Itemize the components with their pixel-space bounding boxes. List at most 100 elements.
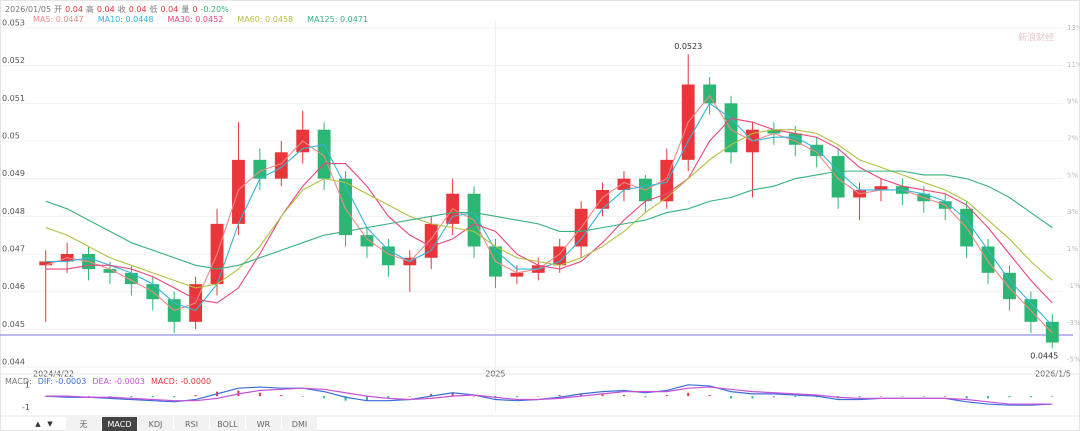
tab-bg[interactable] [102, 417, 137, 431]
macd-bar [922, 396, 925, 397]
macd-bar [430, 393, 433, 397]
macd-bar [408, 396, 411, 397]
y-tick-label: 0.045 [2, 320, 25, 329]
y2-tick-label: 11% [1067, 61, 1080, 69]
macd-bar [987, 396, 990, 399]
info-item: -0.20% [200, 5, 229, 14]
tab[interactable]: KDJ [149, 420, 163, 429]
max-label: 0.0523 [674, 42, 702, 51]
info-item: 低 [150, 4, 158, 14]
y-tick-label: 0.044 [2, 358, 25, 367]
macd-bar [665, 395, 668, 397]
candle-body [124, 272, 138, 285]
info-item: 开 [54, 5, 62, 14]
candle-body [767, 129, 781, 134]
tab-bg[interactable] [246, 417, 281, 431]
macd-bar [173, 396, 176, 398]
ma-line [45, 117, 1053, 304]
macd-bar [730, 396, 733, 399]
candle-body [1045, 321, 1059, 343]
candle-body [274, 152, 288, 179]
y-tick-label: 0.053 [2, 19, 25, 28]
macd-bar [301, 396, 304, 397]
macd-bar [537, 396, 540, 397]
tab[interactable]: DMI [292, 420, 307, 429]
tab[interactable]: 无 [80, 420, 88, 429]
macd-legend-entry: DIF: -0.0003 [38, 377, 87, 386]
macd-tick-label: -1 [22, 403, 30, 412]
macd-bar [687, 392, 690, 397]
macd-bar [194, 395, 197, 397]
y-tick-label: 0.05 [2, 132, 20, 141]
macd-bar [473, 396, 476, 397]
macd-bar [794, 396, 797, 398]
legend-entry: MA10: 0.0448 [98, 15, 154, 24]
macd-bar [1029, 396, 1032, 398]
macd-bar [622, 395, 625, 397]
y2-tick-label: 3% [1067, 208, 1078, 216]
macd-bar [151, 396, 154, 398]
y2-tick-label: -1% [1067, 282, 1080, 290]
macd-bar [965, 396, 968, 399]
tab[interactable]: RSI [185, 420, 198, 429]
y2-tick-label: 5% [1067, 171, 1078, 179]
info-item: 高 [86, 4, 94, 14]
legend-entry: MA125: 0.0471 [307, 15, 368, 24]
macd-bar [901, 396, 904, 397]
info-line: 2026/01/05 开 0.04 高 0.04 收 0.04 低 0.04 量 0 -0.20% [5, 4, 229, 14]
macd-bar [644, 396, 647, 398]
macd-bar [772, 396, 775, 398]
candle-body [874, 186, 888, 190]
y-tick-label: 0.046 [2, 282, 25, 291]
macd-legend: MACD: DIF: -0.0003 DEA: -0.0003 MACD: -0.00… [5, 377, 211, 386]
candle-body [39, 261, 53, 266]
info-item: 0 [192, 5, 197, 14]
legend-entry: MA30: 0.0452 [168, 15, 224, 24]
y2-tick-label: -5% [1067, 356, 1080, 364]
ma-line [45, 129, 1053, 289]
candle-body [424, 223, 438, 258]
macd-bar [87, 396, 90, 397]
y2-tick-label: -3% [1067, 319, 1080, 327]
macd-bar [558, 395, 561, 397]
macd-bar [944, 396, 947, 397]
legend: MA5: 0.0447 MA10: 0.0448 MA30: 0.0452 MA60:… [33, 15, 368, 24]
macd-bar [344, 396, 347, 401]
tab[interactable]: WR [257, 420, 271, 429]
y2-tick-label: 9% [1067, 98, 1078, 106]
tab-bg[interactable] [174, 417, 209, 431]
legend-entry: MA60: 0.0458 [237, 15, 293, 24]
tab-bg[interactable] [210, 417, 245, 431]
candle-body [810, 144, 824, 157]
tab[interactable]: BOLL [217, 420, 238, 429]
macd-bar [515, 396, 518, 398]
watermark: 新浪财经 [1018, 32, 1054, 44]
nav-button[interactable]: ▲ [35, 420, 41, 428]
macd-label: MACD: [5, 377, 32, 386]
min-label: 0.0445 [1030, 352, 1058, 361]
candle-body [617, 178, 631, 190]
nav-button[interactable]: ▼ [47, 420, 53, 428]
tab[interactable]: MACD [108, 420, 132, 429]
macd-bar [258, 392, 261, 397]
macd-bar [1008, 396, 1011, 398]
info-item: 量 [181, 5, 189, 14]
info-item: 0.04 [97, 5, 115, 14]
tab-bg[interactable] [66, 417, 101, 431]
candle-body [553, 246, 567, 266]
candle-body [788, 133, 802, 145]
candle-body [703, 84, 717, 104]
tab-bg[interactable] [282, 417, 317, 431]
macd-bar [280, 395, 283, 397]
candle-body [831, 156, 845, 198]
tab-bg[interactable] [138, 417, 173, 431]
macd-bar [323, 396, 326, 399]
macd-bar [1051, 396, 1054, 397]
info-item: 0.04 [129, 5, 147, 14]
candle-body [596, 189, 609, 209]
macd-tick-label: 1 [25, 380, 30, 389]
macd-bar [451, 392, 454, 397]
y2-tick-label: 7% [1067, 135, 1078, 143]
ma-line [45, 102, 1053, 326]
